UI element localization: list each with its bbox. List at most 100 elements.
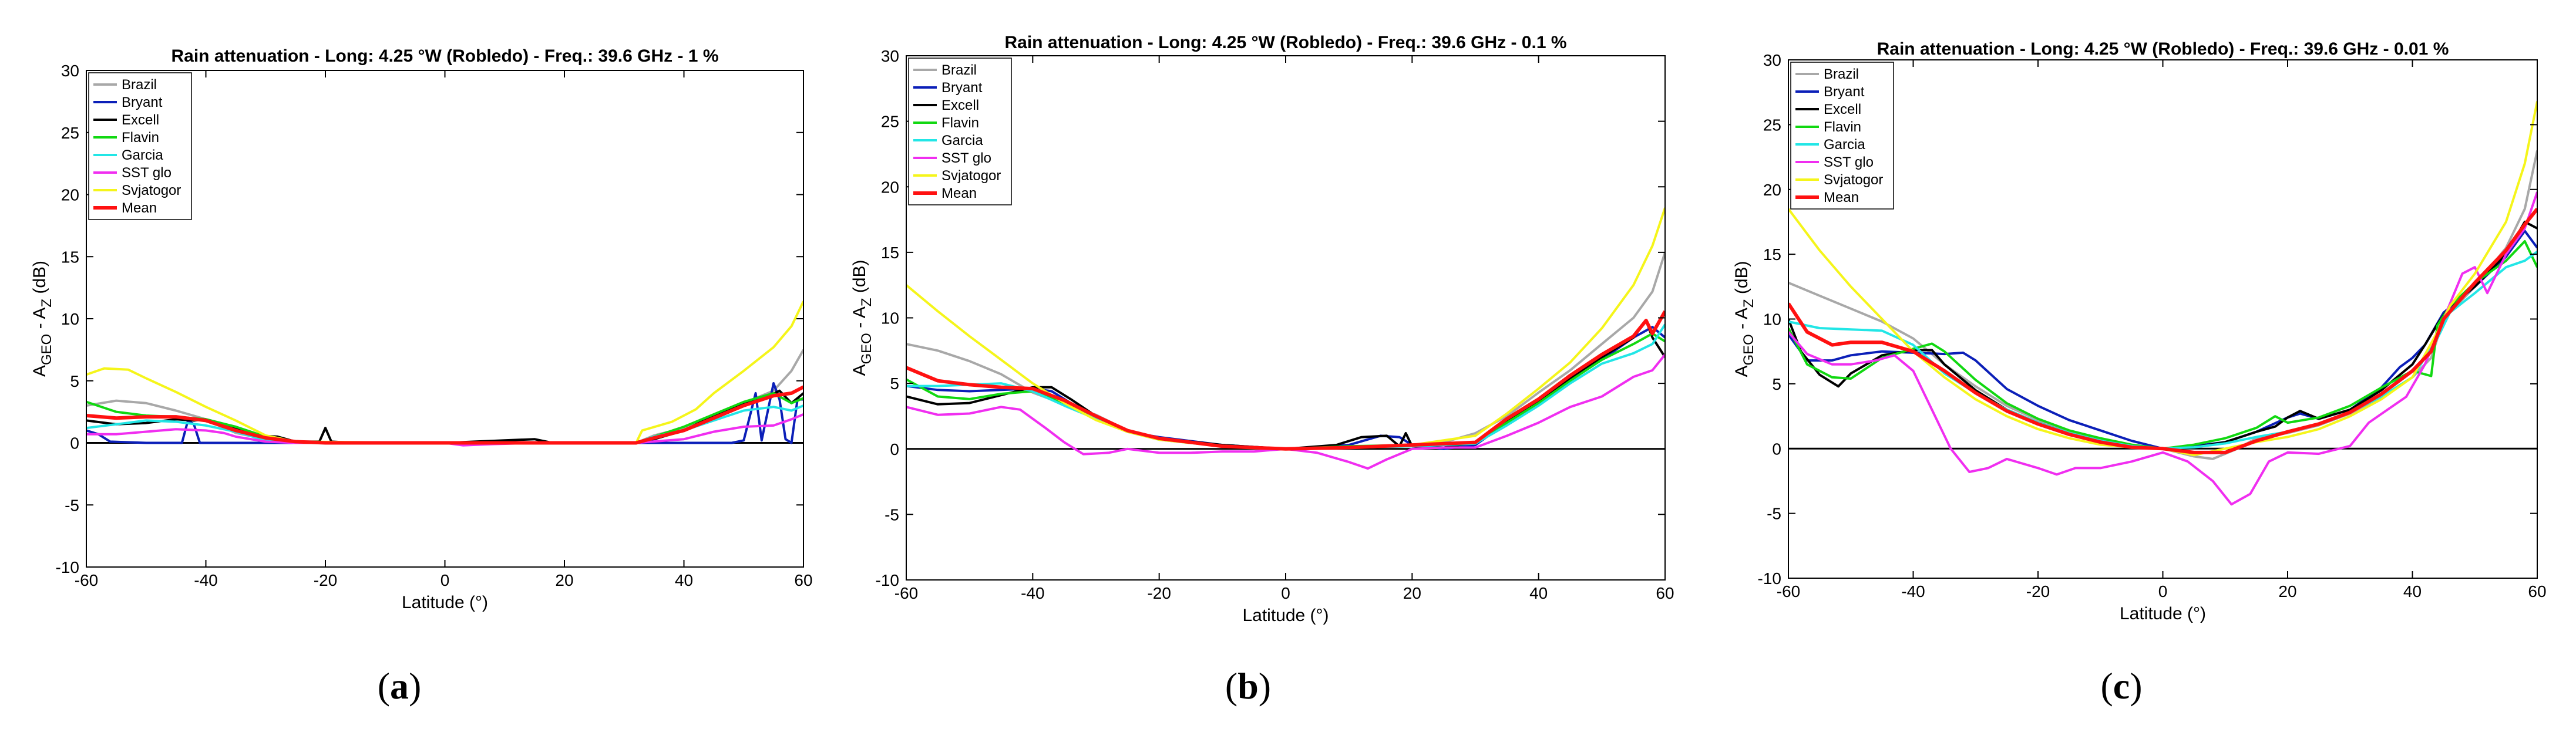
series-group bbox=[906, 207, 1665, 470]
chart-title: Rain attenuation - Long: 4.25 °W (Robled… bbox=[1877, 39, 2449, 59]
legend-box bbox=[1790, 62, 1894, 210]
panel-a: -60 -40 -20 0 20 40 60 -10 -5 0 5 10 15 20 25 30 Rain at… bbox=[30, 46, 813, 707]
y-tick-label: 10 bbox=[881, 309, 899, 328]
panel-label: (b) bbox=[1225, 665, 1271, 707]
y-tick-label: 30 bbox=[881, 47, 899, 65]
y-tick-label: 15 bbox=[881, 244, 899, 262]
legend-label: Brazil bbox=[941, 62, 977, 78]
x-axis-label: Latitude (°) bbox=[1242, 606, 1329, 625]
legend-label: Bryant bbox=[941, 80, 983, 96]
legend-label: Excell bbox=[1824, 102, 1861, 117]
y-tick-label: 25 bbox=[881, 113, 899, 131]
x-tick-label: 60 bbox=[2528, 582, 2546, 600]
legend-label: Flavin bbox=[122, 130, 159, 146]
legend-label: SST glo bbox=[941, 150, 991, 166]
x-tick-label: 20 bbox=[2278, 582, 2296, 600]
x-tick-label: 60 bbox=[794, 571, 812, 589]
x-tick-label: -60 bbox=[75, 571, 98, 589]
y-tick-label: 25 bbox=[61, 124, 79, 142]
y-tick-label: 20 bbox=[61, 186, 79, 204]
series-line-mean bbox=[86, 385, 803, 445]
y-tick-label: 5 bbox=[70, 372, 79, 390]
x-tick-label: -60 bbox=[1777, 582, 1800, 600]
panel-b: -60 -40 -20 0 20 40 60 -10 -5 0 5 10 15 20 25 30 Rain at… bbox=[850, 33, 1674, 707]
y-tick-label: -5 bbox=[1767, 505, 1781, 523]
chart-title: Rain attenuation - Long: 4.25 °W (Robled… bbox=[1004, 33, 1566, 52]
chart-title: Rain attenuation - Long: 4.25 °W (Robled… bbox=[171, 46, 718, 66]
x-tick-label: -40 bbox=[1901, 582, 1925, 600]
plot-area bbox=[86, 70, 803, 567]
panel-c: -60 -40 -20 0 20 40 60 -10 -5 0 5 10 15 20 25 30 Rain at… bbox=[1732, 39, 2547, 707]
legend-label: Svjatogor bbox=[1824, 172, 1883, 188]
x-tick-label: -20 bbox=[1147, 584, 1171, 602]
series-group bbox=[86, 301, 803, 447]
legend-box bbox=[908, 58, 1012, 205]
y-tick-label: 25 bbox=[1763, 116, 1781, 134]
legend-label: SST glo bbox=[122, 165, 171, 181]
y-tick-label: -10 bbox=[1758, 569, 1781, 588]
legend-label: Svjatogor bbox=[122, 183, 181, 198]
y-tick-label: 0 bbox=[1772, 440, 1781, 458]
legend-label: Mean bbox=[122, 200, 157, 216]
legend-label: Excell bbox=[941, 97, 979, 113]
x-tick-label: 60 bbox=[1656, 584, 1674, 602]
legend-label: Flavin bbox=[1824, 119, 1861, 135]
y-tick-label: 0 bbox=[890, 440, 899, 458]
y-tick-label: 30 bbox=[1763, 51, 1781, 69]
y-tick-label: 10 bbox=[61, 310, 79, 328]
y-tick-label: -5 bbox=[885, 505, 899, 524]
y-tick-label: 15 bbox=[1763, 245, 1781, 264]
legend-label: Bryant bbox=[1824, 84, 1865, 100]
x-tick-label: -40 bbox=[1021, 584, 1044, 602]
x-axis-label: Latitude (°) bbox=[2120, 604, 2206, 623]
x-tick-label: -20 bbox=[2026, 582, 2050, 600]
legend-label: Mean bbox=[941, 185, 977, 201]
x-tick-label: -60 bbox=[894, 584, 918, 602]
legend-label: SST glo bbox=[1824, 154, 1874, 170]
panel-label: (a) bbox=[378, 665, 422, 707]
x-tick-label: 20 bbox=[1403, 584, 1421, 602]
series-group bbox=[1788, 101, 2537, 506]
legend-label: Garcia bbox=[941, 133, 983, 149]
series-line-mean bbox=[1788, 208, 2537, 454]
legend-label: Svjatogor bbox=[941, 168, 1001, 184]
x-tick-label: -20 bbox=[314, 571, 337, 589]
legend-label: Garcia bbox=[1824, 137, 1865, 153]
legend-label: Garcia bbox=[122, 147, 163, 163]
x-tick-label: 0 bbox=[440, 571, 450, 589]
series-line-garcia bbox=[1788, 251, 2537, 450]
x-tick-label: 20 bbox=[555, 571, 573, 589]
y-tick-label: 5 bbox=[1772, 375, 1781, 393]
x-tick-label: 40 bbox=[1529, 584, 1548, 602]
plot-area bbox=[906, 56, 1665, 580]
y-tick-label: -10 bbox=[876, 571, 899, 589]
y-axis-label: AGEO - AZ (dB) bbox=[30, 261, 55, 377]
series-line-flavin bbox=[1788, 240, 2537, 450]
x-tick-label: 0 bbox=[2158, 582, 2168, 600]
plot-area bbox=[1788, 60, 2537, 578]
legend-label: Bryant bbox=[122, 95, 163, 110]
y-axis-label: AGEO - AZ (dB) bbox=[1732, 261, 1757, 377]
y-tick-label: 20 bbox=[881, 178, 899, 196]
panel-label: (c) bbox=[2100, 665, 2142, 707]
legend-box bbox=[88, 72, 192, 220]
x-tick-label: 40 bbox=[675, 571, 693, 589]
y-tick-label: 5 bbox=[890, 374, 899, 393]
legend-label: Brazil bbox=[1824, 66, 1859, 82]
x-axis-label: Latitude (°) bbox=[402, 593, 488, 612]
legend-label: Brazil bbox=[122, 77, 157, 93]
series-line-mean bbox=[906, 310, 1665, 451]
x-tick-label: 40 bbox=[2403, 582, 2422, 600]
series-line-bryant bbox=[86, 382, 803, 444]
x-tick-label: 0 bbox=[1281, 584, 1290, 602]
y-tick-label: 0 bbox=[70, 434, 79, 453]
y-tick-label: 15 bbox=[61, 248, 79, 266]
y-tick-label: 10 bbox=[1763, 311, 1781, 329]
x-tick-label: -40 bbox=[194, 571, 217, 589]
y-tick-label: 30 bbox=[61, 62, 79, 80]
y-tick-label: 20 bbox=[1763, 181, 1781, 199]
